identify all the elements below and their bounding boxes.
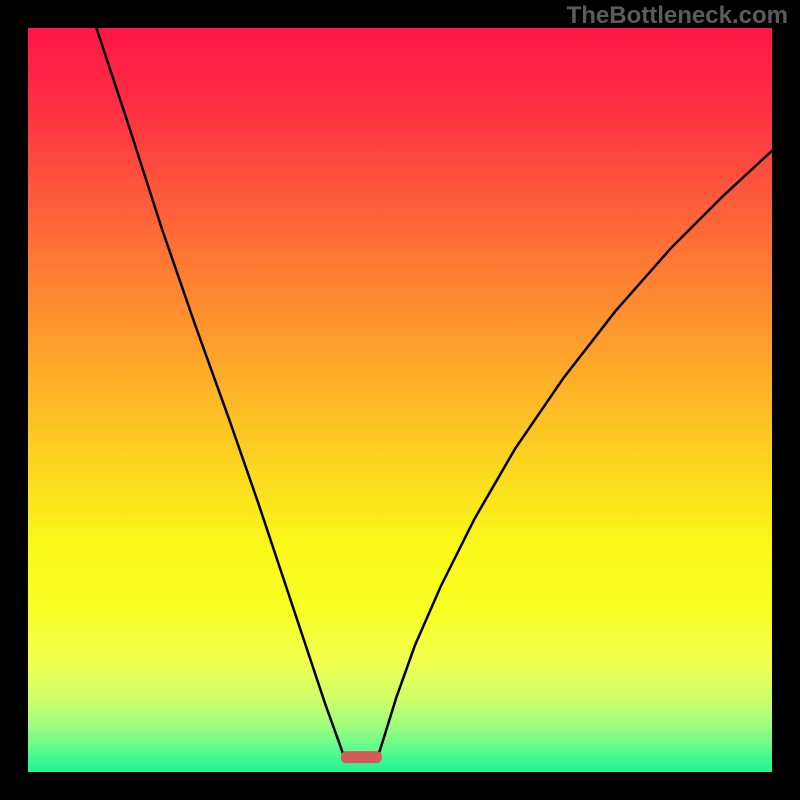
watermark-text: TheBottleneck.com [567, 2, 788, 30]
curve-left [96, 28, 344, 757]
curve-right [378, 151, 772, 757]
min-marker [341, 751, 382, 763]
bottleneck-curve [28, 28, 772, 772]
plot-area [28, 28, 772, 772]
